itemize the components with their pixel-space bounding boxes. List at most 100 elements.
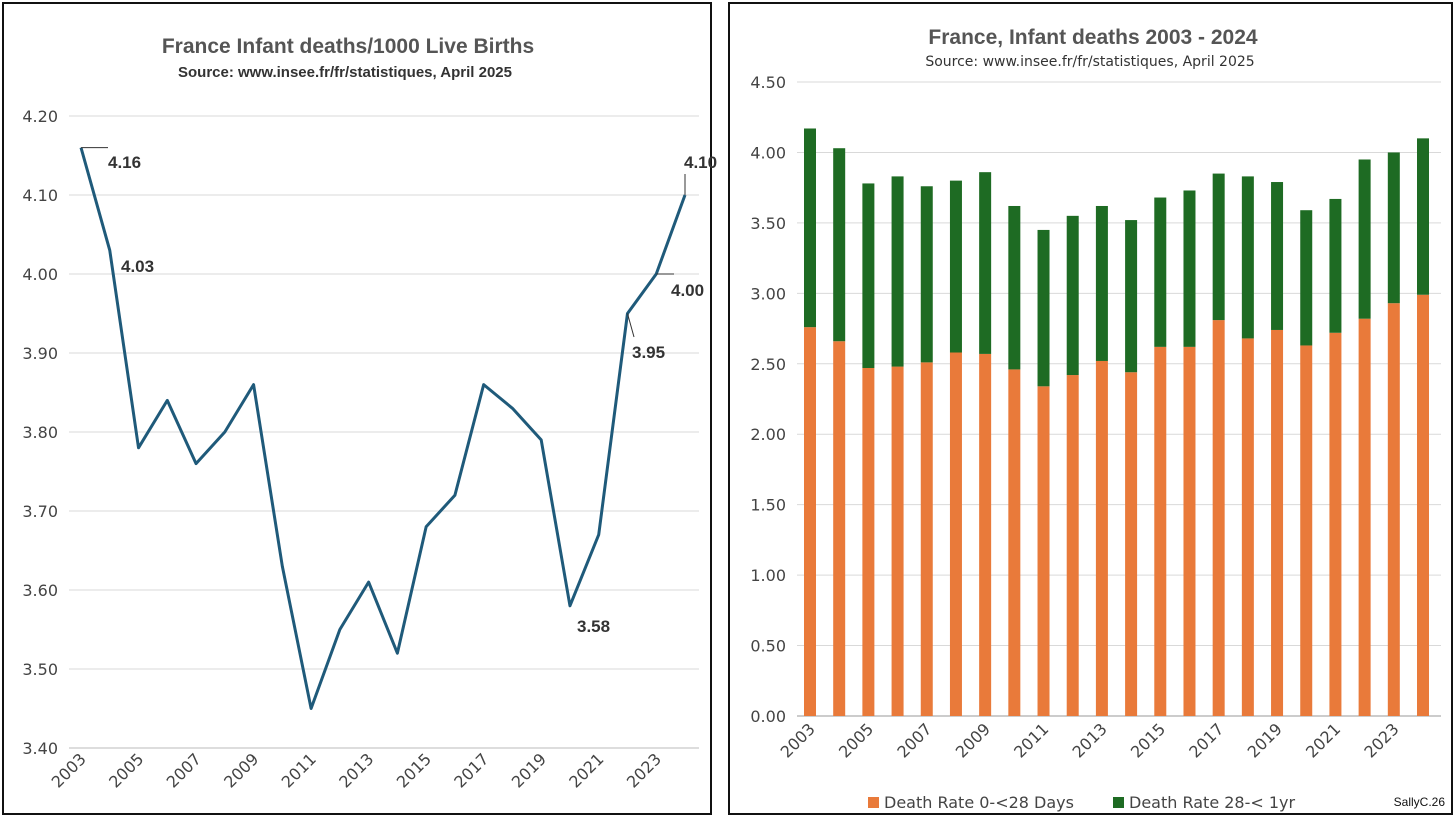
bar-segment-postneonatal [1358,159,1371,319]
bar-segment-postneonatal [1066,215,1079,376]
bar-segment-neonatal [1271,329,1284,716]
bar-segment-neonatal [1241,338,1254,716]
y-tick-label: 3.90 [22,344,58,363]
bar-segment-postneonatal [804,128,816,328]
data-label: 3.95 [632,343,665,362]
author-credit: SallyC.26 [1393,795,1445,809]
bar-segment-postneonatal [891,176,904,367]
left-chart-panel: France Infant deaths/1000 Live Births So… [2,2,717,815]
bar-segment-neonatal [804,327,816,716]
y-tick-label: 1.00 [750,566,786,585]
bar-segment-neonatal [1125,372,1138,716]
bar-segment-postneonatal [1154,197,1167,347]
x-tick-label: 2009 [220,749,262,791]
bar-segment-neonatal [1095,360,1108,716]
x-tick-label: 2021 [1302,719,1344,761]
bar-segment-neonatal [920,362,933,716]
bar-segment-neonatal [979,353,992,716]
x-tick-label: 2005 [835,719,877,761]
bar-segment-postneonatal [1300,210,1313,346]
y-tick-label: 3.00 [750,284,786,303]
bar-segment-neonatal [1183,346,1196,716]
x-tick-label: 2009 [952,719,994,761]
bar-segment-neonatal [1037,386,1050,716]
bar-segment-postneonatal [1271,182,1284,330]
bar-segment-postneonatal [1241,176,1254,339]
bar-segment-neonatal [1329,332,1342,716]
bar-segment-postneonatal [1212,173,1225,321]
y-tick-label: 1.50 [750,496,786,515]
legend-swatch [868,797,879,808]
bar-segment-neonatal [833,341,846,716]
x-tick-label: 2017 [450,749,492,791]
bar-segment-neonatal [1066,375,1079,716]
x-tick-label: 2007 [163,749,205,791]
bar-segment-neonatal [862,368,875,716]
y-tick-label: 3.40 [22,739,58,758]
legend-swatch [1113,797,1124,808]
y-tick-label: 4.20 [22,107,58,126]
line-chart: France Infant deaths/1000 Live Births So… [22,35,717,792]
x-tick-label: 2019 [1244,719,1286,761]
data-label: 4.16 [108,153,141,172]
data-label: 4.10 [684,153,717,172]
y-tick-label: 4.00 [22,265,58,284]
bar-segment-postneonatal [1387,152,1400,304]
bar-segment-postneonatal [1008,205,1021,370]
bar-segment-postneonatal [1037,229,1050,387]
legend-label: Death Rate 0-<28 Days [884,793,1074,812]
stacked-bar-chart: France, Infant deaths 2003 - 2024 Source… [750,26,1441,812]
line-chart-subtitle: Source: www.insee.fr/fr/statistiques, Ap… [178,64,512,81]
bar-segment-neonatal [1300,345,1313,716]
right-chart-panel: France, Infant deaths 2003 - 2024 Source… [728,2,1453,815]
bar-segment-postneonatal [1329,198,1342,333]
data-label: 4.00 [671,281,704,300]
y-tick-label: 0.00 [750,707,786,726]
data-label: 3.58 [577,617,610,636]
bar-segment-postneonatal [920,186,933,363]
data-label: 4.03 [121,257,154,276]
series-line [79,147,687,710]
x-tick-label: 2019 [508,749,550,791]
bar-segment-postneonatal [1183,190,1196,347]
y-tick-label: 4.10 [22,186,58,205]
y-tick-label: 3.70 [22,502,58,521]
legend-label: Death Rate 28-< 1yr [1129,793,1296,812]
bar-segment-postneonatal [833,148,846,342]
y-tick-label: 2.50 [750,355,786,374]
x-tick-label: 2011 [278,749,320,791]
annotation-leader-line [626,313,635,338]
bar-segment-neonatal [1008,369,1021,716]
x-tick-label: 2015 [393,749,435,791]
x-tick-label: 2023 [623,749,665,791]
y-tick-label: 0.50 [750,637,786,656]
y-tick-label: 4.50 [750,73,786,92]
x-tick-label: 2017 [1185,719,1227,761]
x-tick-label: 2007 [893,719,935,761]
y-tick-label: 2.00 [750,425,786,444]
x-tick-label: 2015 [1127,719,1169,761]
bar-segment-postneonatal [1095,205,1108,361]
bar-segment-postneonatal [1417,138,1429,295]
bar-segment-postneonatal [979,172,992,354]
y-tick-label: 3.50 [22,660,58,679]
bar-chart-subtitle: Source: www.insee.fr/fr/statistiques, Ap… [925,54,1254,70]
bar-segment-postneonatal [862,183,875,369]
bar-segment-neonatal [1358,318,1371,716]
line-chart-title: France Infant deaths/1000 Live Births [162,35,534,58]
x-tick-label: 2011 [1010,719,1052,761]
bar-segment-neonatal [1212,320,1225,716]
x-tick-label: 2013 [335,749,377,791]
bar-chart-title: France, Infant deaths 2003 - 2024 [928,26,1257,49]
x-tick-label: 2023 [1360,719,1402,761]
bar-segment-neonatal [891,366,904,716]
x-tick-label: 2021 [565,749,607,791]
y-tick-label: 3.80 [22,423,58,442]
bar-segment-neonatal [1154,346,1167,716]
x-tick-label: 2013 [1069,719,1111,761]
x-tick-label: 2005 [105,749,147,791]
y-tick-label: 3.60 [22,581,58,600]
bar-segment-neonatal [1417,294,1429,716]
bar-segment-neonatal [949,352,962,716]
bar-segment-postneonatal [949,180,962,353]
